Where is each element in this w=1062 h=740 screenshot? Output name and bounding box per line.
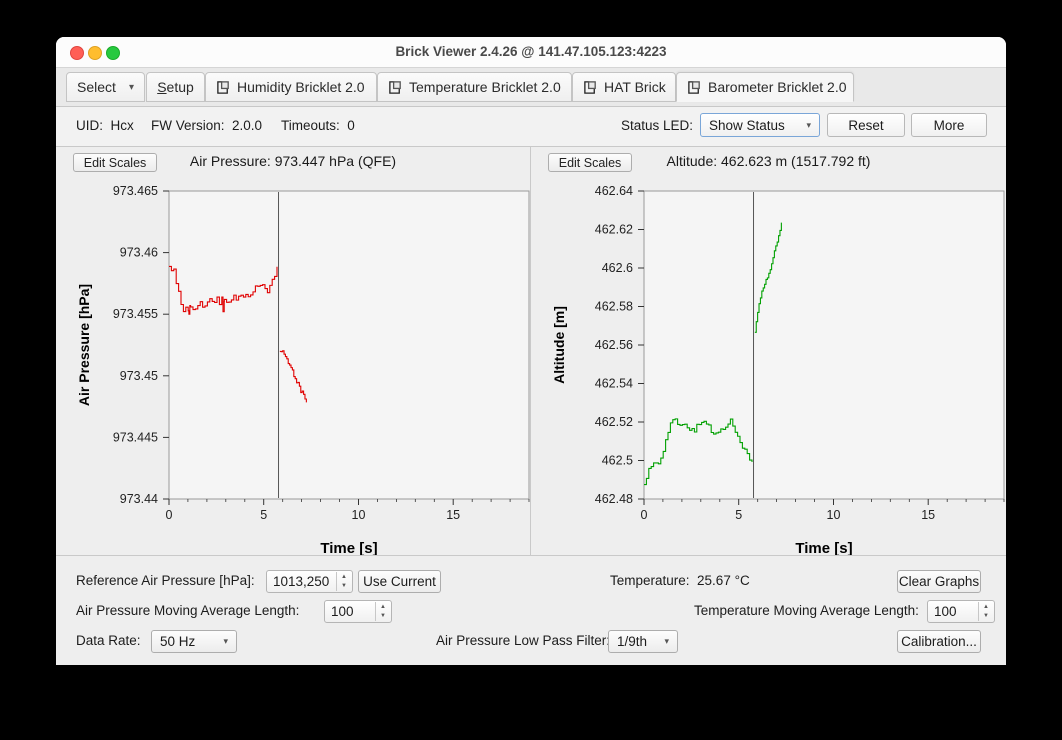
svg-text:462.6: 462.6 [602, 261, 633, 275]
svg-text:973.445: 973.445 [113, 430, 158, 444]
svg-text:462.56: 462.56 [595, 338, 633, 352]
svg-text:462.58: 462.58 [595, 300, 633, 314]
svg-text:462.5: 462.5 [602, 454, 633, 468]
svg-text:973.465: 973.465 [113, 184, 158, 198]
svg-text:10: 10 [827, 508, 841, 522]
svg-text:462.64: 462.64 [595, 184, 633, 198]
svg-text:462.48: 462.48 [595, 492, 633, 506]
svg-text:462.52: 462.52 [595, 415, 633, 429]
svg-text:5: 5 [260, 508, 267, 522]
svg-text:462.62: 462.62 [595, 223, 633, 237]
svg-text:Time [s]: Time [s] [320, 540, 377, 555]
svg-text:0: 0 [641, 508, 648, 522]
svg-text:Time [s]: Time [s] [795, 540, 852, 555]
svg-text:0: 0 [166, 508, 173, 522]
svg-text:Air Pressure [hPa]: Air Pressure [hPa] [76, 284, 92, 406]
svg-text:10: 10 [352, 508, 366, 522]
svg-text:973.455: 973.455 [113, 307, 158, 321]
svg-text:973.44: 973.44 [120, 492, 158, 506]
svg-text:Altitude [m]: Altitude [m] [551, 306, 567, 384]
svg-text:973.46: 973.46 [120, 246, 158, 260]
svg-text:15: 15 [921, 508, 935, 522]
svg-text:973.45: 973.45 [120, 369, 158, 383]
svg-text:5: 5 [735, 508, 742, 522]
svg-text:462.54: 462.54 [595, 377, 633, 391]
svg-text:15: 15 [446, 508, 460, 522]
